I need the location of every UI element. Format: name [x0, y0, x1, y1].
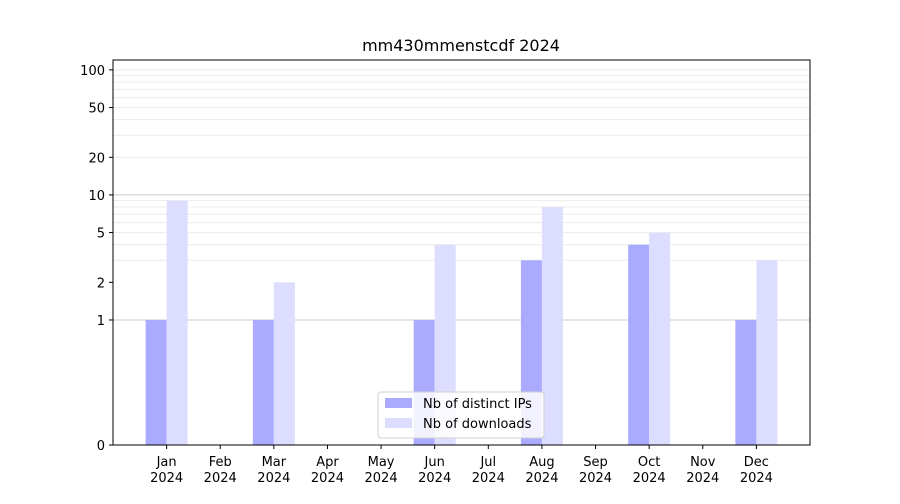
y-tick-label: 1: [97, 314, 105, 329]
y-tick-label: 50: [88, 102, 105, 117]
bar-distinct-ips-dec: [735, 319, 757, 445]
x-tick-label-year: 2024: [579, 471, 612, 486]
bar-distinct-ips-jan: [145, 319, 167, 445]
x-tick-label-year: 2024: [525, 471, 558, 486]
y-tick-label: 10: [88, 189, 105, 204]
x-tick-label-month: Dec: [744, 455, 769, 470]
axes: [112, 59, 811, 446]
x-tick-label-year: 2024: [204, 471, 237, 486]
y-tick-label: 2: [97, 276, 105, 291]
x-tick-label-month: Feb: [209, 455, 232, 470]
legend-label: Nb of downloads: [423, 417, 532, 432]
bar-downloads-dec: [756, 260, 778, 445]
x-tick-label-month: Jan: [156, 455, 177, 470]
x-tick-label-year: 2024: [740, 471, 773, 486]
x-tick-label-month: Aug: [529, 455, 554, 470]
y-tick-label: 100: [80, 64, 105, 79]
x-tick-label-year: 2024: [257, 471, 290, 486]
x-tick-label-month: Apr: [316, 455, 339, 470]
x-tick-label-month: Oct: [638, 455, 660, 470]
y-tick-label: 20: [88, 151, 105, 166]
x-tick-label-month: Nov: [690, 455, 716, 470]
chart-title: mm430mmenstcdf 2024: [362, 36, 560, 55]
x-tick-label-year: 2024: [311, 471, 344, 486]
legend-swatch: [385, 418, 412, 428]
x-axis-ticks: Jan2024Feb2024Mar2024Apr2024May2024Jun20…: [150, 445, 773, 486]
x-tick-label-year: 2024: [686, 471, 719, 486]
plot-frame: [112, 59, 811, 446]
bar-downloads-jan: [166, 200, 188, 445]
x-tick-label-year: 2024: [365, 471, 398, 486]
grid-lines: [113, 69, 810, 321]
legend-box: [377, 391, 545, 439]
bar-downloads-mar: [273, 282, 295, 445]
x-tick-label-month: Jul: [479, 455, 496, 470]
bar-downloads-aug: [541, 207, 563, 445]
y-tick-label: 5: [97, 227, 105, 242]
x-tick-label-year: 2024: [418, 471, 451, 486]
x-tick-label-year: 2024: [472, 471, 505, 486]
legend-label: Nb of distinct IPs: [423, 397, 532, 412]
bar-distinct-ips-mar: [252, 319, 274, 445]
y-axis-ticks: 0 1 2 5 10 20 50 100: [80, 64, 113, 454]
x-tick-label-month: May: [368, 455, 395, 470]
x-tick-label-month: Mar: [262, 455, 287, 470]
x-tick-label-year: 2024: [633, 471, 666, 486]
x-tick-label-month: Jun: [424, 455, 445, 470]
x-tick-label-month: Sep: [583, 455, 608, 470]
legend-swatch: [385, 398, 412, 408]
bar-downloads-oct: [649, 232, 671, 445]
bar-distinct-ips-oct: [628, 244, 650, 445]
x-tick-label-year: 2024: [150, 471, 183, 486]
y-tick-label: 0: [97, 439, 105, 454]
legend: Nb of distinct IPs Nb of downloads: [377, 391, 545, 439]
